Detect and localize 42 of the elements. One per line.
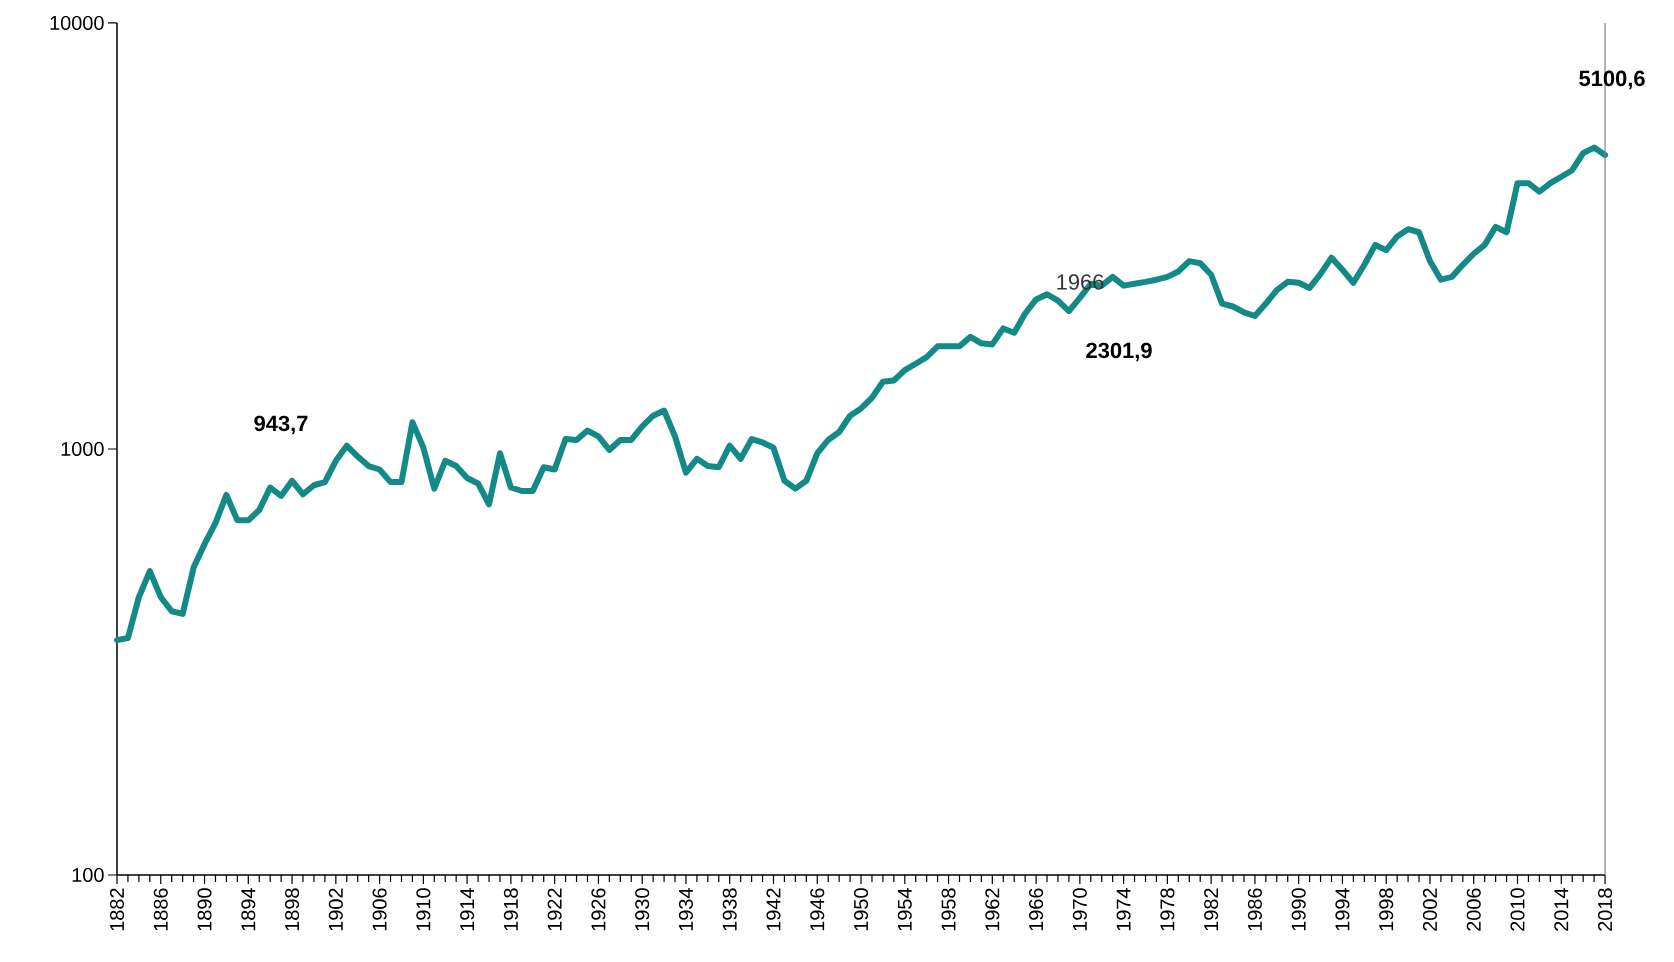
- x-tick-label: 1938: [722, 888, 737, 931]
- x-tick-label: 1898: [285, 888, 300, 931]
- x-tick-label: 1906: [372, 888, 387, 931]
- x-tick-label: 1890: [197, 888, 212, 931]
- x-tick-label: 1978: [1160, 888, 1175, 931]
- x-tick-label: 1922: [547, 888, 562, 931]
- x-tick-label: 1998: [1379, 888, 1394, 931]
- x-tick-label: 2018: [1597, 888, 1613, 931]
- annotation: 2301,9: [1086, 342, 1152, 362]
- x-tick-label: 2014: [1554, 888, 1569, 931]
- x-tick-label: 1914: [460, 888, 475, 931]
- x-tick-label: 1910: [416, 888, 431, 931]
- y-tick-label: 10000: [50, 15, 104, 31]
- x-tick-label: 1930: [635, 888, 650, 931]
- x-tick-label: 1990: [1291, 888, 1306, 931]
- x-tick-label: 1886: [153, 888, 168, 931]
- y-tick-label: 1000: [61, 441, 104, 457]
- x-tick-label: 2010: [1510, 888, 1525, 931]
- x-tick-label: 1982: [1204, 888, 1219, 931]
- x-tick-label: 1894: [241, 888, 256, 931]
- x-tick-label: 1970: [1072, 888, 1087, 931]
- x-tick-label: 1882: [109, 888, 125, 931]
- annotation: 943,7: [254, 415, 308, 435]
- x-tick-label: 1926: [591, 888, 606, 931]
- x-tick-label: 1962: [985, 888, 1000, 931]
- x-tick-label: 1950: [853, 888, 869, 931]
- x-tick-label: 2002: [1422, 888, 1438, 931]
- x-tick-label: 1994: [1335, 888, 1350, 931]
- annotation: 1966: [1057, 274, 1104, 290]
- x-tick-label: 1902: [328, 888, 343, 931]
- x-tick-label: 2006: [1466, 888, 1481, 931]
- x-tick-label: 1946: [810, 888, 825, 931]
- x-tick-label: 1958: [941, 888, 956, 931]
- x-tick-label: 1974: [1116, 888, 1131, 931]
- y-tick-label: 100: [72, 867, 104, 883]
- x-tick-label: 1986: [1247, 888, 1262, 931]
- x-tick-label: 1942: [766, 888, 781, 931]
- x-tick-label: 1966: [1029, 888, 1044, 931]
- x-tick-label: 1918: [503, 888, 518, 931]
- x-tick-label: 1954: [897, 888, 912, 931]
- annotation: 5100,6: [1579, 70, 1645, 90]
- x-tick-label: 1934: [678, 888, 693, 931]
